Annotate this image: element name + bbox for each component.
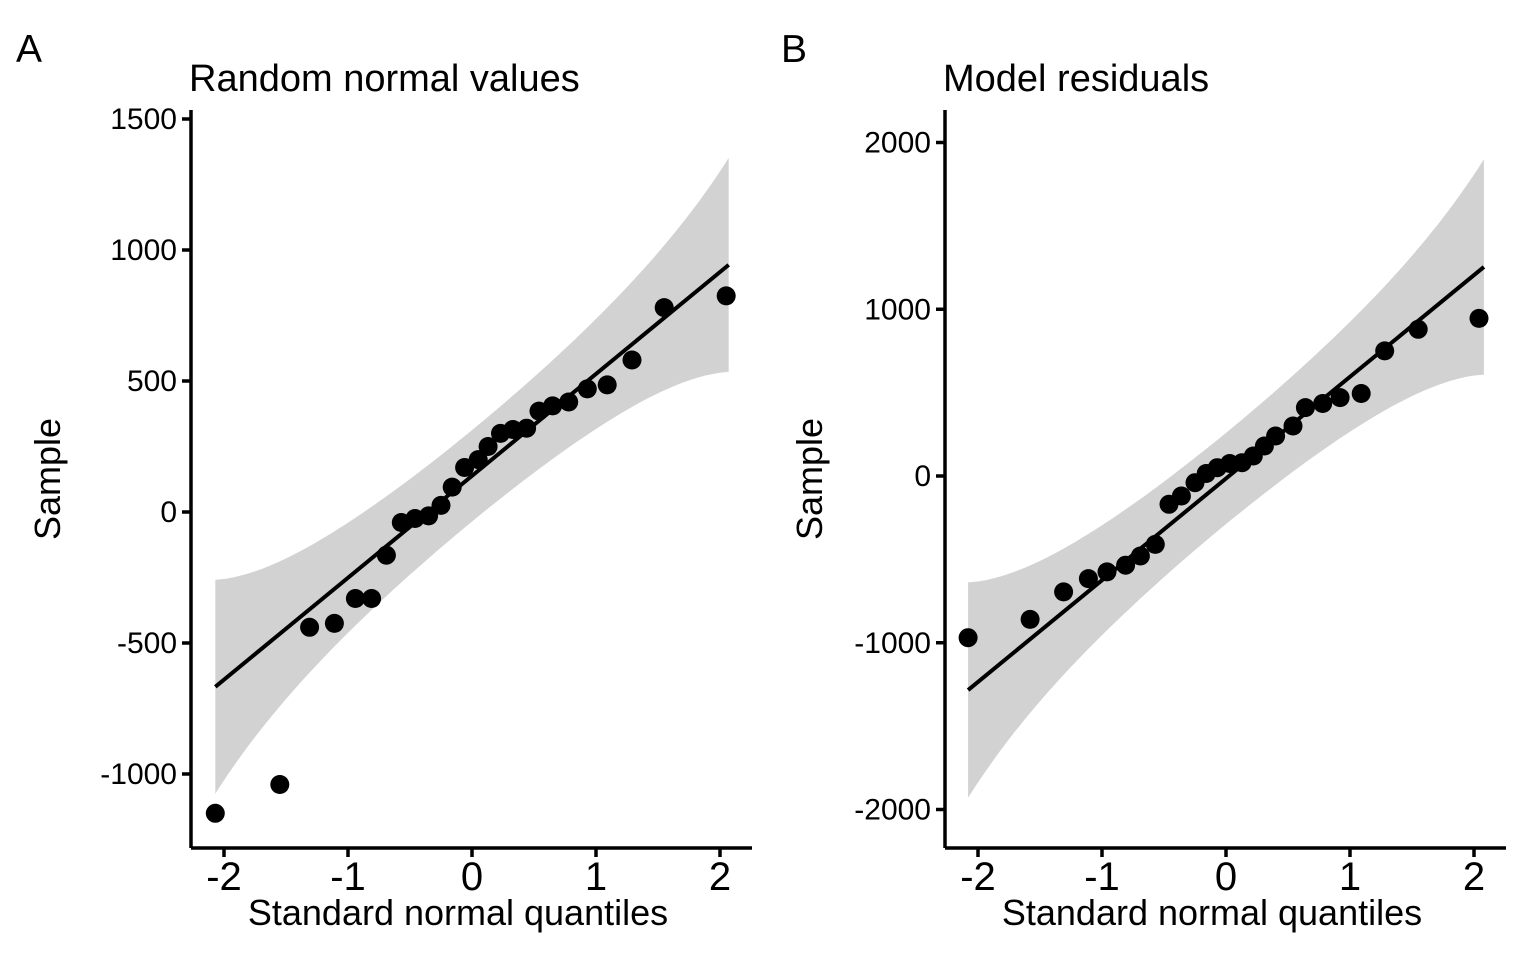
x-tick-label: 0 [1215, 855, 1237, 899]
data-points [205, 286, 736, 823]
data-point [1351, 384, 1371, 403]
panel-title-a: Random normal values [189, 58, 580, 100]
data-points [958, 308, 1489, 648]
data-point [300, 617, 320, 637]
data-point [577, 379, 597, 399]
data-point [958, 628, 978, 648]
y-tick-label: -1000 [100, 758, 177, 791]
y-tick-label: 1500 [110, 103, 177, 136]
data-point [597, 375, 617, 395]
y-tick-label: 0 [914, 460, 931, 493]
panel-tag-a: A [16, 28, 43, 71]
panel-title-b: Model residuals [943, 58, 1210, 100]
data-point [1295, 398, 1315, 418]
data-point [1330, 388, 1350, 408]
data-point [517, 418, 537, 438]
y-tick-label: 1000 [864, 293, 931, 326]
data-point [622, 350, 642, 370]
data-point [205, 803, 225, 823]
qq-panel-a: -2 -1 0 1 2 1500 1000 500 0 -500 -1000 [100, 103, 752, 899]
data-point [1145, 534, 1165, 554]
data-point [1130, 546, 1150, 566]
qq-reference-line [966, 265, 1486, 692]
x-tick-label: -2 [206, 855, 242, 899]
data-point [654, 298, 674, 318]
x-tick-label: 0 [461, 855, 483, 899]
data-point [362, 589, 382, 608]
x-tick-label: 2 [709, 855, 731, 899]
data-point [1020, 609, 1040, 629]
x-tick-label: -1 [1084, 855, 1120, 899]
data-point [1116, 555, 1136, 575]
x-tick-label: -2 [960, 855, 996, 899]
x-axis-title-a: Standard normal quantiles [247, 892, 669, 933]
data-point [345, 589, 365, 608]
y-tick-label: 500 [127, 365, 177, 398]
data-point [442, 477, 462, 497]
y-tick-label: 1000 [110, 234, 177, 267]
data-point [1313, 394, 1333, 413]
y-axis-title-a: Sample [27, 417, 68, 541]
data-point [468, 450, 488, 470]
y-tick-label: 0 [160, 496, 177, 529]
x-tick-label: 1 [1339, 855, 1361, 899]
data-point [543, 396, 563, 416]
data-point [324, 613, 344, 633]
data-point [376, 545, 396, 565]
x-axis-title-b: Standard normal quantiles [1001, 892, 1423, 933]
data-point [1171, 486, 1191, 506]
qq-panel-b: -2 -1 0 1 2 2000 1000 0 -1000 -2000 [854, 110, 1506, 899]
data-point [716, 286, 736, 306]
data-point [419, 506, 439, 526]
y-tick-label: -500 [117, 627, 177, 660]
y-tick-label: -1000 [854, 627, 931, 660]
x-tick-label: 1 [585, 855, 607, 899]
x-tick-label: 2 [1463, 855, 1485, 899]
data-point [431, 495, 451, 515]
data-point [478, 437, 498, 456]
panel-tag-b: B [781, 28, 808, 71]
data-point [1469, 308, 1489, 328]
data-point [270, 775, 290, 794]
data-point [503, 420, 523, 439]
data-point [1408, 319, 1428, 339]
data-point [1375, 341, 1395, 361]
data-point [1283, 416, 1303, 436]
x-tick-label: -1 [330, 855, 366, 899]
y-axis-title-b: Sample [789, 417, 830, 541]
data-point [1054, 582, 1074, 602]
data-point [1097, 562, 1117, 582]
y-tick-label: 2000 [864, 127, 931, 160]
qq-reference-line [214, 263, 730, 689]
data-point [1078, 569, 1098, 589]
data-point [559, 392, 579, 412]
data-point [1266, 426, 1286, 446]
y-tick-label: -2000 [854, 794, 931, 827]
